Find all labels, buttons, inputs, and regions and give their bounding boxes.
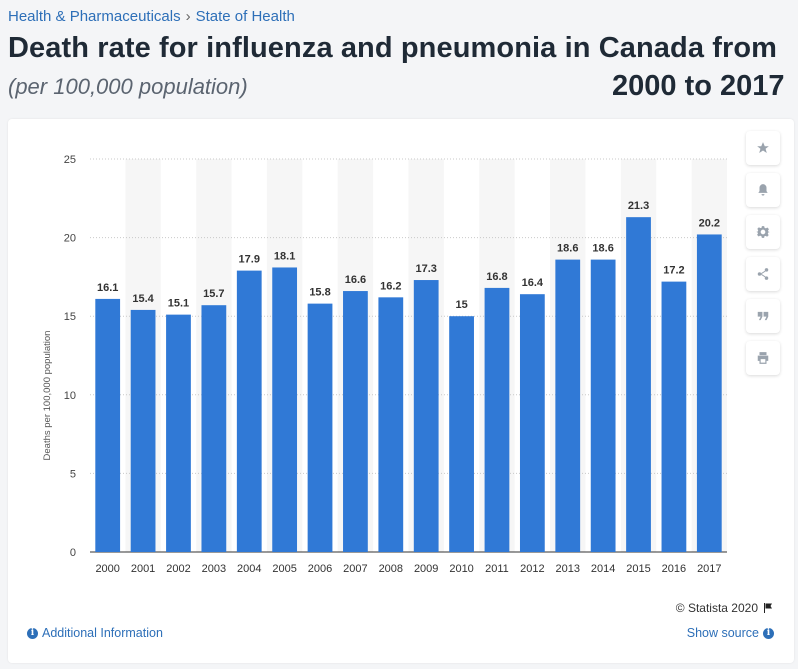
bar — [484, 287, 510, 552]
x-tick-label: 2010 — [449, 563, 473, 575]
x-tick-label: 2003 — [202, 563, 226, 575]
data-label: 17.9 — [239, 254, 260, 266]
x-tick-label: 2014 — [591, 563, 615, 575]
x-tick-label: 2009 — [414, 563, 438, 575]
x-tick-label: 2008 — [379, 563, 403, 575]
data-label: 15 — [455, 299, 467, 311]
x-tick-label: 2002 — [166, 563, 190, 575]
bar — [272, 267, 298, 552]
data-label: 15.4 — [132, 293, 154, 305]
breadcrumb-separator: › — [185, 8, 191, 25]
bar — [696, 234, 722, 552]
y-tick-label: 0 — [70, 547, 76, 559]
y-tick-label: 15 — [64, 311, 76, 323]
data-label: 16.6 — [345, 274, 366, 286]
bell-icon — [758, 184, 768, 196]
data-label: 16.2 — [380, 280, 401, 292]
bar — [343, 291, 368, 552]
show-source-link[interactable]: Show source i — [687, 626, 774, 640]
data-label: 15.7 — [203, 288, 224, 300]
side-toolbar — [746, 131, 780, 383]
quote-icon — [757, 311, 769, 321]
bar — [661, 281, 687, 552]
star-icon — [757, 142, 769, 153]
y-tick-label: 25 — [64, 154, 76, 166]
y-tick-label: 5 — [70, 468, 76, 480]
bar — [236, 270, 262, 552]
y-tick-label: 20 — [64, 233, 76, 245]
x-tick-label: 2007 — [343, 563, 367, 575]
y-tick-label: 10 — [64, 390, 76, 402]
bar — [95, 298, 121, 552]
show-source-label: Show source — [686, 626, 759, 640]
additional-information-link[interactable]: i Additional Information — [27, 626, 163, 640]
x-tick-label: 2013 — [556, 563, 580, 575]
data-label: 18.6 — [592, 243, 613, 255]
bar — [590, 259, 616, 552]
data-label: 21.3 — [628, 200, 649, 212]
bar-chart: 0 5 10 15 20 25 Deaths per 100,000 population 1… — [42, 154, 727, 575]
x-tick-label: 2017 — [697, 563, 721, 575]
breadcrumb: Health & Pharmaceuticals › State of Health — [8, 8, 295, 25]
x-tick-label: 2011 — [485, 563, 509, 575]
data-label: 17.3 — [415, 263, 436, 275]
gear-icon — [756, 226, 770, 238]
print-icon — [757, 352, 769, 364]
bar — [378, 297, 404, 552]
data-label: 17.2 — [663, 265, 684, 277]
copyright-text: © Statista 2020 — [675, 601, 758, 615]
breadcrumb-category-link[interactable]: Health & Pharmaceuticals — [8, 8, 181, 25]
data-label: 16.4 — [522, 277, 544, 289]
data-label: 16.1 — [97, 282, 118, 294]
x-tick-label: 2005 — [272, 563, 296, 575]
chart-card: 0 5 10 15 20 25 Deaths per 100,000 population 1… — [8, 119, 794, 663]
data-label: 18.1 — [274, 250, 295, 262]
favorite-button[interactable] — [746, 131, 780, 165]
cite-button[interactable] — [746, 299, 780, 333]
x-tick-label: 2012 — [520, 563, 544, 575]
bar — [449, 316, 474, 552]
x-tick-label: 2006 — [308, 563, 332, 575]
x-tick-label: 2016 — [662, 563, 686, 575]
bar — [166, 314, 191, 552]
info-icon: i — [763, 627, 774, 639]
share-button[interactable] — [746, 257, 780, 291]
bar — [555, 259, 581, 552]
info-icon: i — [27, 627, 38, 639]
share-icon — [757, 268, 769, 280]
data-label: 18.6 — [557, 243, 578, 255]
x-tick-label: 2015 — [626, 563, 650, 575]
copyright: © Statista 2020 — [676, 601, 774, 615]
data-label: 20.2 — [699, 217, 720, 229]
bar — [519, 294, 545, 552]
flag-icon — [764, 603, 772, 613]
data-label: 16.8 — [486, 271, 507, 283]
page-title-continued: 2000 to 2017 — [612, 70, 785, 102]
page-subtitle: (per 100,000 population) — [8, 74, 248, 99]
data-label: 15.1 — [168, 298, 189, 310]
y-axis-title: Deaths per 100,000 population — [42, 331, 53, 461]
settings-button[interactable] — [746, 215, 780, 249]
page-title: Death rate for influenza and pneumonia i… — [8, 32, 778, 64]
additional-information-label: Additional Information — [42, 626, 163, 640]
notification-button[interactable] — [746, 173, 780, 207]
breadcrumb-topic-link[interactable]: State of Health — [195, 8, 295, 25]
bar — [626, 217, 651, 552]
bar — [130, 309, 156, 552]
x-tick-label: 2000 — [95, 563, 119, 575]
data-label: 15.8 — [309, 287, 330, 299]
print-button[interactable] — [746, 341, 780, 375]
x-tick-label: 2001 — [131, 563, 155, 575]
x-tick-label: 2004 — [237, 563, 261, 575]
bar — [307, 303, 333, 552]
bar — [413, 280, 439, 552]
bar — [201, 305, 227, 552]
